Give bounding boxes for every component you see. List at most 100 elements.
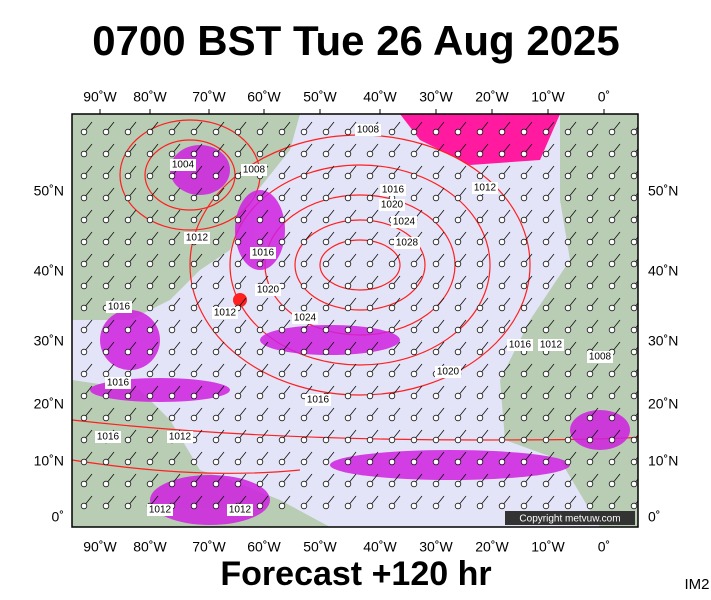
barb-station [168,238,176,246]
barb-station [366,304,374,312]
barb-station [410,436,418,444]
barb-station [586,238,594,246]
latitude-label: 20˚N [34,396,64,412]
barb-station [168,260,176,268]
isobar-label-box [255,284,281,296]
image-id: IM2 [684,576,709,593]
barb-station [146,392,154,400]
barb-station [256,414,264,422]
barb-station [168,128,176,136]
barb-station [190,502,198,510]
barb-station [146,326,154,334]
barb-station [476,348,484,356]
barb-station [476,502,484,510]
barb-station [278,194,286,202]
barb-station [300,304,308,312]
barb-station [366,414,374,422]
barb-station [366,370,374,378]
barb-station [410,370,418,378]
barb-station [520,436,528,444]
latitude-label: 10˚N [34,453,64,469]
barb-station [344,238,352,246]
longitude-label: 50˚W [303,539,337,555]
barb-station [454,326,462,334]
barb-station [520,128,528,136]
barb-station [542,436,550,444]
barb-station [366,150,374,158]
barb-station [432,436,440,444]
barb-station [388,238,396,246]
barb-station [542,458,550,466]
barb-station [278,304,286,312]
barb-station [520,172,528,180]
barb-station [586,128,594,136]
barb-station [190,172,198,180]
barb-station [432,194,440,202]
barb-station [344,326,352,334]
barb-station [234,128,242,136]
barb-station [80,326,88,334]
barb-station [190,392,198,400]
barb-station [322,150,330,158]
barb-station [80,260,88,268]
barb-station [190,326,198,334]
barb-station [432,480,440,488]
isobar-label: 1024 [294,313,317,324]
barb-station [454,282,462,290]
barb-station [102,282,110,290]
axis-labels: 90˚W 90˚W 80˚W 80˚W 70˚W 70˚W 60˚W 60˚W 50˚W 50˚W… [34,89,679,555]
barb-station [586,172,594,180]
barb-station [190,348,198,356]
barb-station [256,458,264,466]
barb-station [344,414,352,422]
barb-station [520,370,528,378]
barb-station [256,304,264,312]
barb-station [432,414,440,422]
barb-station [124,172,132,180]
barb-station [344,502,352,510]
barb-station [146,216,154,224]
barb-station [630,128,638,136]
isobar-label-box [106,301,132,313]
barb-station [476,436,484,444]
barb-station [410,172,418,180]
barb-station [80,392,88,400]
barb-station [608,194,616,202]
barb-station [102,216,110,224]
barb-station [146,150,154,158]
barb-station [278,458,286,466]
barb-station [146,370,154,378]
isobar-label-box [147,504,173,516]
barb-station [322,326,330,334]
barb-station [608,282,616,290]
barb-station [608,480,616,488]
barb-station [190,414,198,422]
barb-station [388,392,396,400]
isobar-label-box [391,216,417,228]
barb-station [432,326,440,334]
barb-station [146,458,154,466]
barb-station [146,304,154,312]
barb-station [476,392,484,400]
longitude-label: 0˚ [598,539,610,555]
barb-station [432,238,440,246]
barb-station [564,150,572,158]
barb-station [432,216,440,224]
isobar-label: 1024 [393,217,416,228]
barb-station [388,436,396,444]
barb-station [366,480,374,488]
barb-station [520,150,528,158]
barb-station [190,216,198,224]
barb-station [322,502,330,510]
barb-station [146,348,154,356]
barb-station [564,282,572,290]
barb-station [80,480,88,488]
barb-station [322,128,330,136]
barb-station [630,370,638,378]
barb-station [102,392,110,400]
barb-station [256,436,264,444]
barb-station [124,348,132,356]
barb-station [476,128,484,136]
barb-station [212,238,220,246]
barb-station [80,304,88,312]
